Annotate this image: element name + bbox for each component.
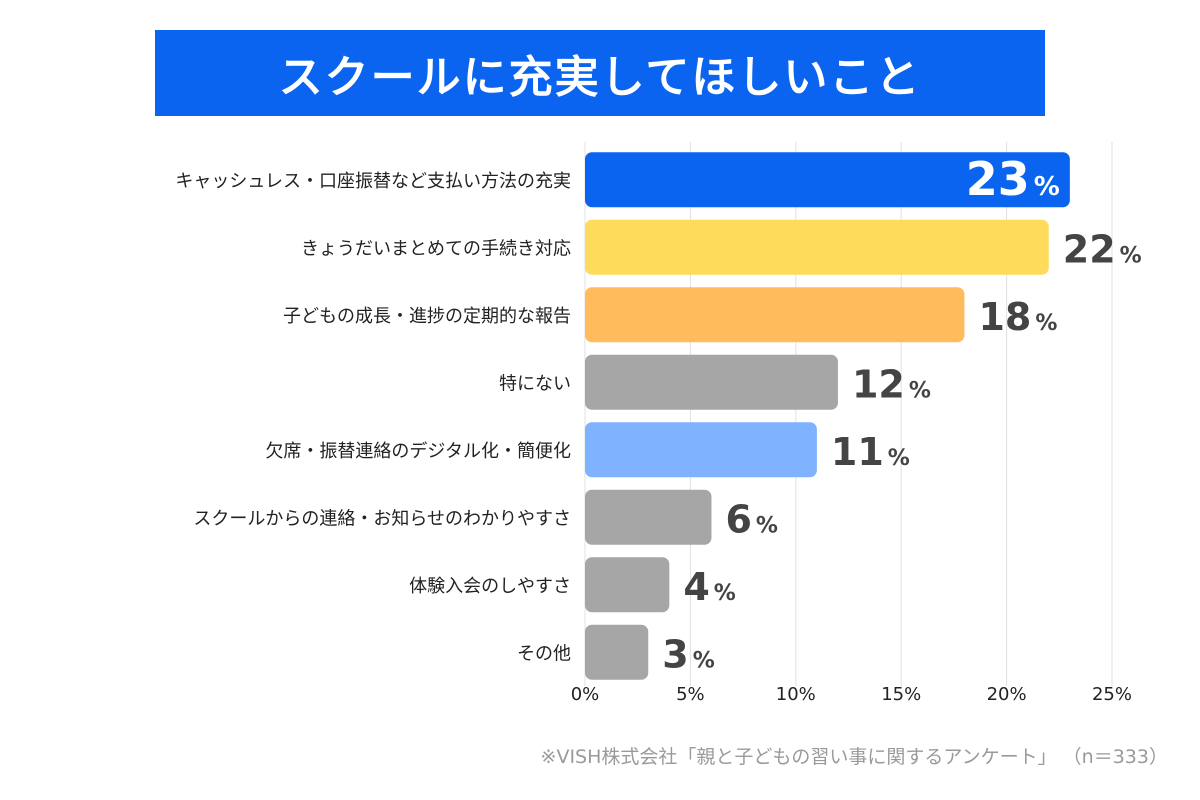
bar xyxy=(585,489,712,545)
x-tick-label: 25% xyxy=(1092,684,1132,705)
x-tick-label: 15% xyxy=(881,684,921,705)
bar xyxy=(585,219,1049,275)
value-label: 18% xyxy=(978,295,1057,339)
bar xyxy=(585,557,670,613)
bar-chart: 0% 5% 10% 15% 20% 25% キャッシュレス・口座振替など支払い方法の充実 23… xyxy=(175,142,1142,705)
x-tick-label: 20% xyxy=(987,684,1027,705)
bar xyxy=(585,624,649,680)
category-label: スクールからの連絡・お知らせのわかりやすさ xyxy=(193,508,571,529)
chart-title: スクールに充実してほしいこと xyxy=(155,30,1045,116)
bar xyxy=(585,152,1070,208)
value-label: 22% xyxy=(1063,227,1142,271)
category-label: 欠席・振替連絡のデジタル化・簡便化 xyxy=(265,441,571,462)
category-label: 体験入会のしやすさ xyxy=(409,576,571,597)
bar xyxy=(585,422,817,478)
source-note: ※VISH株式会社「親と子どもの習い事に関するアンケート」 （n＝333） xyxy=(540,746,1168,768)
x-tick-label: 0% xyxy=(571,684,600,705)
bar xyxy=(585,287,965,343)
value-label: 4% xyxy=(683,565,736,609)
value-label: 23% xyxy=(966,152,1060,206)
category-label: 特にない xyxy=(499,373,571,394)
value-label: 11% xyxy=(831,430,910,474)
x-tick-label: 5% xyxy=(676,684,705,705)
value-label: 3% xyxy=(662,632,715,676)
category-label: きょうだいまとめての手続き対応 xyxy=(301,238,571,259)
category-label: キャッシュレス・口座振替など支払い方法の充実 xyxy=(175,171,571,192)
category-label: その他 xyxy=(517,643,571,664)
value-label: 12% xyxy=(852,362,931,406)
bar xyxy=(585,354,838,410)
x-tick-label: 10% xyxy=(776,684,816,705)
category-label: 子どもの成長・進捗の定期的な報告 xyxy=(283,306,571,327)
value-label: 6% xyxy=(725,497,778,541)
